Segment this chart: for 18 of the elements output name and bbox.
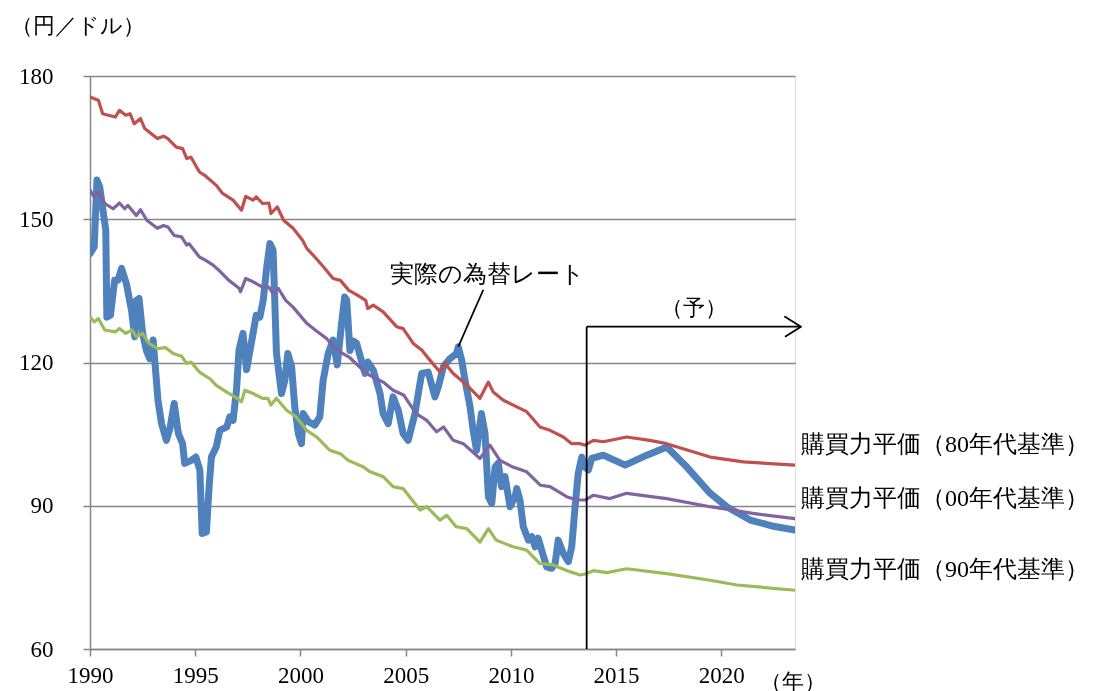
x-tick-label: 1995 xyxy=(172,662,219,688)
y-tick-label: 180 xyxy=(19,63,54,89)
ref-line-label: （予） xyxy=(660,294,727,320)
y-tick-label: 120 xyxy=(19,350,54,375)
y-tick-label: 90 xyxy=(30,493,54,519)
series-label: 購買力平価（00年代基準） xyxy=(801,484,1089,511)
y-tick-label: 60 xyxy=(30,636,54,662)
x-tick-label: 2015 xyxy=(593,662,640,688)
y-axis-title: （円／ドル） xyxy=(10,12,145,38)
series-label: 購買力平価（90年代基準） xyxy=(801,556,1089,583)
x-tick-label: 2000 xyxy=(277,662,324,688)
x-tick-label: 2005 xyxy=(383,662,430,688)
x-tick-label: 2020 xyxy=(698,662,745,688)
annotation: 実際の為替レート xyxy=(389,260,585,287)
x-tick-label: 1990 xyxy=(67,662,114,688)
y-tick-label: 150 xyxy=(19,206,54,232)
series-label: 購買力平価（80年代基準） xyxy=(801,431,1089,458)
x-tick-label: 2010 xyxy=(488,662,535,688)
